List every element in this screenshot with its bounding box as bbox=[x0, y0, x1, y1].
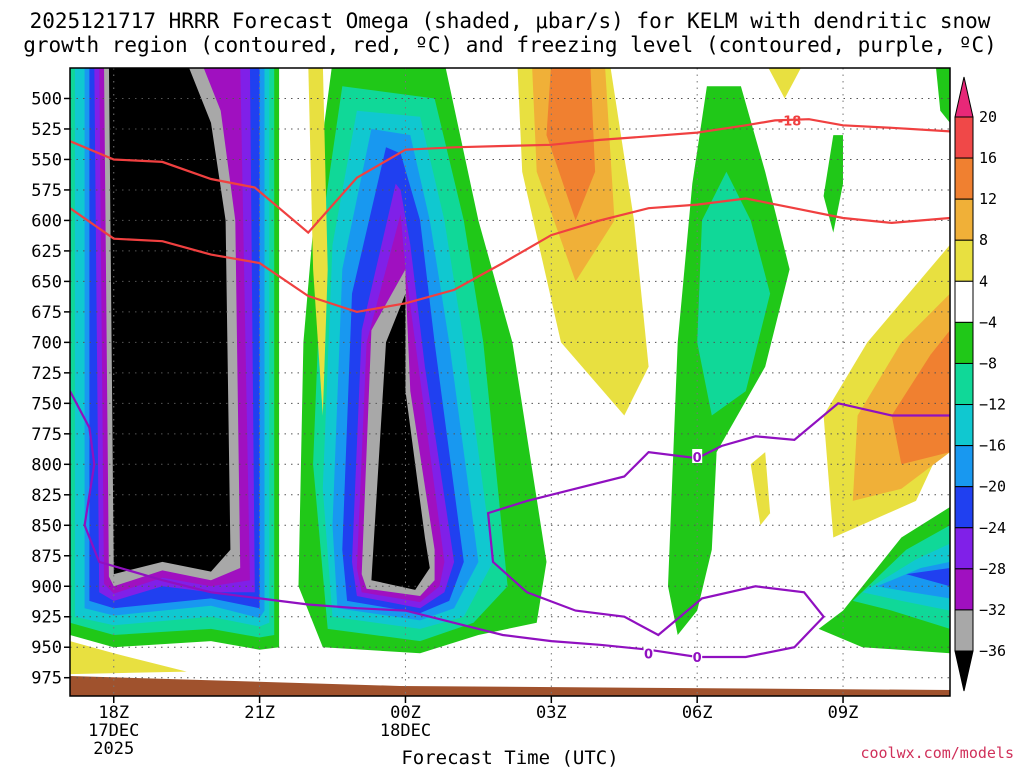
colorbar-label-8: −16 bbox=[979, 437, 1006, 455]
x-tick-year-18Z: 2025 bbox=[93, 739, 134, 759]
y-axis: 500 525 550 575 600 625 650 675 700 725 750 775 800 8… bbox=[31, 89, 70, 689]
freezing-level-label-2: 0 bbox=[693, 651, 702, 666]
y-tick-label-500: 500 bbox=[31, 89, 62, 109]
y-tick-label-825: 825 bbox=[31, 486, 62, 506]
grid-lines bbox=[70, 68, 950, 696]
colorbar-swatch-9 bbox=[954, 486, 974, 529]
omega-shading bbox=[70, 68, 950, 675]
chart-title-line-2: growth region (contoured, red, ºC) and f… bbox=[23, 33, 997, 57]
colorbar-label-11: −28 bbox=[979, 560, 1006, 578]
colorbar-swatch-12 bbox=[954, 609, 974, 652]
colorbar-swatch-0 bbox=[954, 116, 974, 159]
colorbar-top-arrow bbox=[954, 76, 974, 118]
colorbar: 20 16 12 8 4 −4 −8 −12 −16 −20 −24 −28 −32 −36 bbox=[954, 76, 1006, 692]
y-tick-label-600: 600 bbox=[31, 211, 62, 231]
y-tick-label-700: 700 bbox=[31, 333, 62, 353]
dgz-contour-label: -18 bbox=[778, 114, 802, 129]
freezing-label-bg-2 bbox=[692, 648, 703, 663]
colorbar-swatch-1 bbox=[954, 157, 974, 200]
y-tick-label-750: 750 bbox=[31, 394, 62, 414]
x-tick-label-00Z: 00Z bbox=[390, 703, 421, 723]
colorbar-swatch-8 bbox=[954, 445, 974, 488]
x-axis-label: Forecast Time (UTC) bbox=[401, 747, 618, 768]
dgz-contour-1 bbox=[70, 197, 950, 314]
y-tick-label-775: 775 bbox=[31, 425, 62, 445]
colorbar-label-1: 16 bbox=[979, 149, 997, 167]
colorbar-label-6: −8 bbox=[979, 354, 997, 372]
y-tick-label-650: 650 bbox=[31, 272, 62, 292]
omega-shade-region-25 bbox=[936, 68, 950, 123]
chart-title-line-1: 2025121717 HRRR Forecast Omega (shaded, … bbox=[30, 9, 991, 33]
colorbar-swatch-10 bbox=[954, 527, 974, 570]
colorbar-swatch-4 bbox=[954, 280, 974, 323]
colorbar-bottom-arrow bbox=[954, 650, 974, 692]
y-tick-label-575: 575 bbox=[31, 181, 62, 201]
source-watermark: coolwx.com/models bbox=[860, 744, 1014, 762]
omega-shade-region-34 bbox=[750, 452, 771, 526]
colorbar-label-2: 12 bbox=[979, 190, 997, 208]
colorbar-swatch-5 bbox=[954, 321, 974, 364]
y-tick-label-875: 875 bbox=[31, 547, 62, 567]
y-tick-label-850: 850 bbox=[31, 516, 62, 536]
colorbar-swatch-11 bbox=[954, 568, 974, 611]
colorbar-label-5: −4 bbox=[979, 313, 997, 331]
y-tick-label-950: 950 bbox=[31, 638, 62, 658]
freezing-level-label-0: 0 bbox=[693, 451, 702, 466]
plot-frame bbox=[69, 67, 951, 697]
colorbar-swatch-6 bbox=[954, 362, 974, 406]
omega-shade-region-33 bbox=[768, 68, 801, 99]
contours: -18 0 0 0 bbox=[70, 114, 950, 666]
colorbar-label-3: 8 bbox=[979, 231, 988, 249]
omega-shade-region-24 bbox=[906, 568, 950, 587]
freezing-label-bg-1 bbox=[643, 645, 654, 660]
omega-shade-region-8 bbox=[108, 68, 231, 575]
y-tick-label-675: 675 bbox=[31, 303, 62, 323]
x-tick-date-00Z: 18DEC bbox=[380, 721, 431, 741]
y-tick-label-800: 800 bbox=[31, 455, 62, 475]
omega-shade-region-19 bbox=[697, 171, 771, 416]
colorbar-label-13: −36 bbox=[979, 642, 1006, 660]
omega-shade-region-17 bbox=[371, 293, 430, 590]
x-tick-label-03Z: 03Z bbox=[536, 703, 567, 723]
x-tick-label-18Z: 18Z bbox=[98, 703, 129, 723]
y-tick-label-975: 975 bbox=[31, 669, 62, 689]
colorbar-label-0: 20 bbox=[979, 108, 997, 126]
colorbar-swatch-3 bbox=[954, 239, 974, 282]
omega-shade-region-35 bbox=[308, 68, 328, 416]
x-tick-label-21Z: 21Z bbox=[244, 703, 275, 723]
omega-shade-region-29 bbox=[546, 68, 596, 221]
x-tick-label-06Z: 06Z bbox=[682, 703, 713, 723]
colorbar-label-12: −32 bbox=[979, 601, 1006, 619]
freezing-label-bg-0 bbox=[692, 448, 703, 463]
colorbar-label-9: −20 bbox=[979, 478, 1006, 496]
x-tick-label-09Z: 09Z bbox=[828, 703, 859, 723]
dgz-contour-0 bbox=[70, 118, 950, 235]
colorbar-label-4: 4 bbox=[979, 272, 988, 290]
y-tick-label-550: 550 bbox=[31, 150, 62, 170]
freezing-level-contour bbox=[70, 390, 950, 659]
colorbar-swatch-7 bbox=[954, 404, 974, 447]
y-tick-label-725: 725 bbox=[31, 364, 62, 384]
y-tick-label-625: 625 bbox=[31, 242, 62, 262]
x-tick-date-18Z: 17DEC bbox=[88, 721, 139, 741]
y-tick-label-900: 900 bbox=[31, 577, 62, 597]
freezing-level-label-1: 0 bbox=[644, 647, 653, 662]
colorbar-swatch-2 bbox=[954, 198, 974, 241]
colorbar-label-7: −12 bbox=[979, 396, 1006, 414]
terrain-fill bbox=[70, 676, 950, 696]
y-tick-label-925: 925 bbox=[31, 608, 62, 628]
colorbar-label-10: −24 bbox=[979, 519, 1006, 537]
omega-shade-region-36 bbox=[70, 641, 187, 675]
omega-shade-region-32 bbox=[891, 330, 950, 465]
ground-terrain bbox=[70, 676, 950, 696]
y-tick-label-525: 525 bbox=[31, 120, 62, 140]
